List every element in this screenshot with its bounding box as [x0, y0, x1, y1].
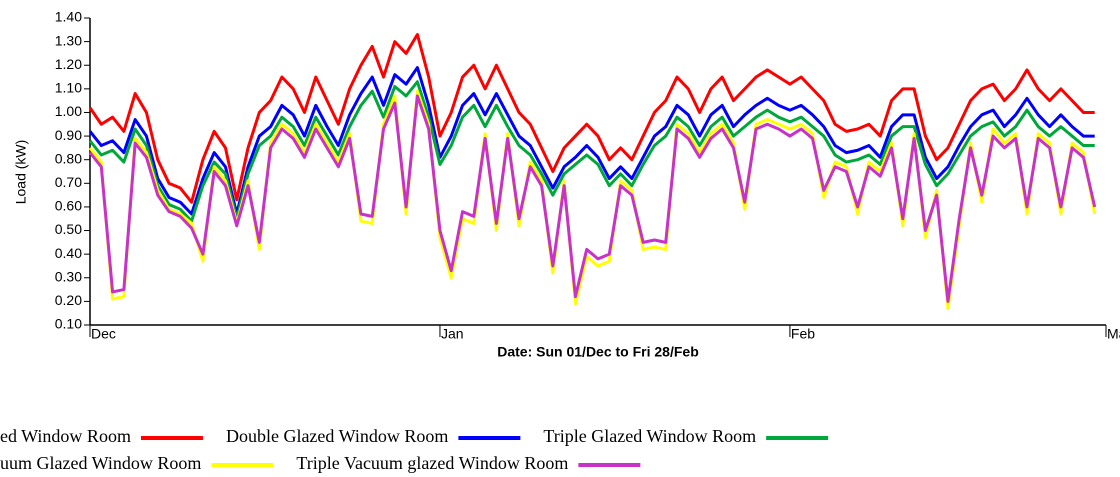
x-tick-label: Dec: [91, 326, 116, 342]
legend-label: ed Window Room: [0, 426, 131, 446]
y-tick-label: 1.40: [55, 9, 82, 25]
x-tick-label: Feb: [791, 326, 815, 342]
y-tick-label: 0.80: [55, 150, 82, 166]
y-tick-label: 1.30: [55, 32, 82, 48]
y-tick-label: 0.40: [55, 245, 82, 261]
x-axis-label: Date: Sun 01/Dec to Fri 28/Feb: [497, 344, 699, 360]
series-line: [88, 94, 1097, 303]
y-tick-label: 0.60: [55, 198, 82, 214]
y-tick-label: 0.90: [55, 127, 82, 143]
y-tick-label: 1.20: [55, 56, 82, 72]
y-tick-label: 0.50: [55, 221, 82, 237]
x-tick-label: Jan: [441, 326, 464, 342]
y-tick-label: 1.10: [55, 80, 82, 96]
y-tick-label: 0.10: [55, 316, 82, 332]
legend-label: Double Glazed Window Room: [226, 426, 448, 446]
y-tick-label: 0.70: [55, 174, 82, 190]
legend-label: Triple Glazed Window Room: [543, 426, 756, 446]
series-line: [88, 66, 1095, 216]
legend-label: Triple Vacuum glazed Window Room: [296, 453, 568, 473]
y-axis-label: Load (kW): [13, 140, 29, 205]
y-tick-label: 0.20: [55, 292, 82, 308]
x-tick-label: Mar: [1107, 326, 1120, 342]
y-tick-label: 0.30: [55, 268, 82, 284]
series-line: [88, 80, 1095, 223]
y-tick-label: 1.00: [55, 103, 82, 119]
legend-label: uum Glazed Window Room: [0, 453, 201, 473]
series-line: [88, 33, 1095, 204]
